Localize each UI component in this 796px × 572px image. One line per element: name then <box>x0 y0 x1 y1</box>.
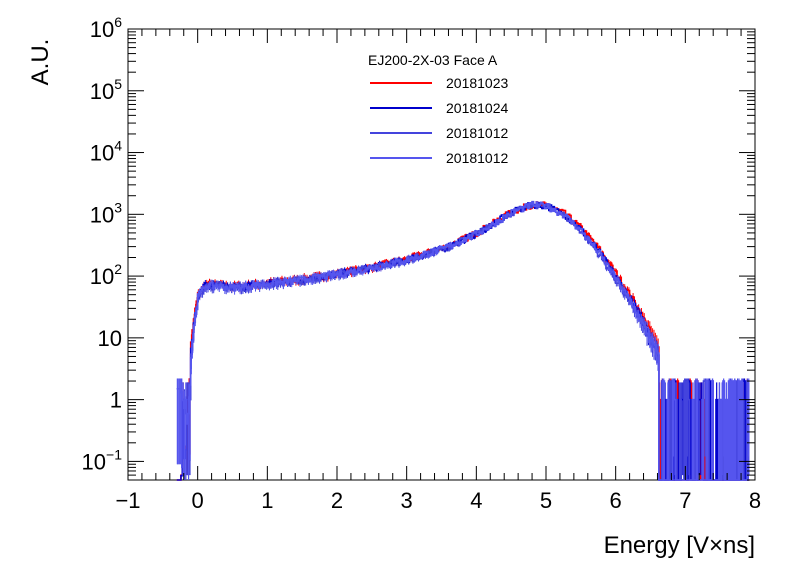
y-tick-label: 103 <box>90 199 122 227</box>
x-axis-ticks: −1 0 1 2 3 4 5 6 7 8 <box>115 29 761 513</box>
y-tick-label: 102 <box>90 261 122 289</box>
y-tick-label: 10 <box>98 326 122 351</box>
x-tick-label: −1 <box>115 488 140 513</box>
x-tick-label: 0 <box>192 488 204 513</box>
plot-border <box>127 28 756 481</box>
legend-header: EJ200-2X-03 Face A <box>368 52 498 68</box>
x-tick-label: 2 <box>331 488 343 513</box>
x-tick-label: 4 <box>470 488 482 513</box>
y-tick-label: 10−1 <box>82 446 123 474</box>
x-tick-label: 1 <box>261 488 273 513</box>
legend-label: 20181024 <box>446 100 509 116</box>
series-layer <box>176 200 750 481</box>
y-tick-label: 105 <box>90 76 122 104</box>
x-tick-label: 3 <box>401 488 413 513</box>
legend: EJ200-2X-03 Face A 20181023 20181024 201810… <box>368 52 509 166</box>
plot-frame <box>127 28 756 481</box>
legend-label: 20181012 <box>446 150 509 166</box>
y-axis-title: A.U. <box>27 39 54 86</box>
y-axis-ticks: 10−1 1 10 102 103 104 105 106 <box>82 14 755 481</box>
y-tick-label: 1 <box>110 388 122 413</box>
y-tick-label: 104 <box>90 138 122 166</box>
x-tick-label: 8 <box>749 488 761 513</box>
x-tick-label: 6 <box>610 488 622 513</box>
x-axis-title: Energy [V×ns] <box>604 532 755 559</box>
legend-label: 20181012 <box>446 125 509 141</box>
y-tick-label: 106 <box>90 14 122 42</box>
legend-label: 20181023 <box>446 75 509 91</box>
x-tick-label: 7 <box>679 488 691 513</box>
series-line <box>176 201 750 481</box>
x-tick-label: 5 <box>540 488 552 513</box>
series-3 <box>176 201 750 481</box>
